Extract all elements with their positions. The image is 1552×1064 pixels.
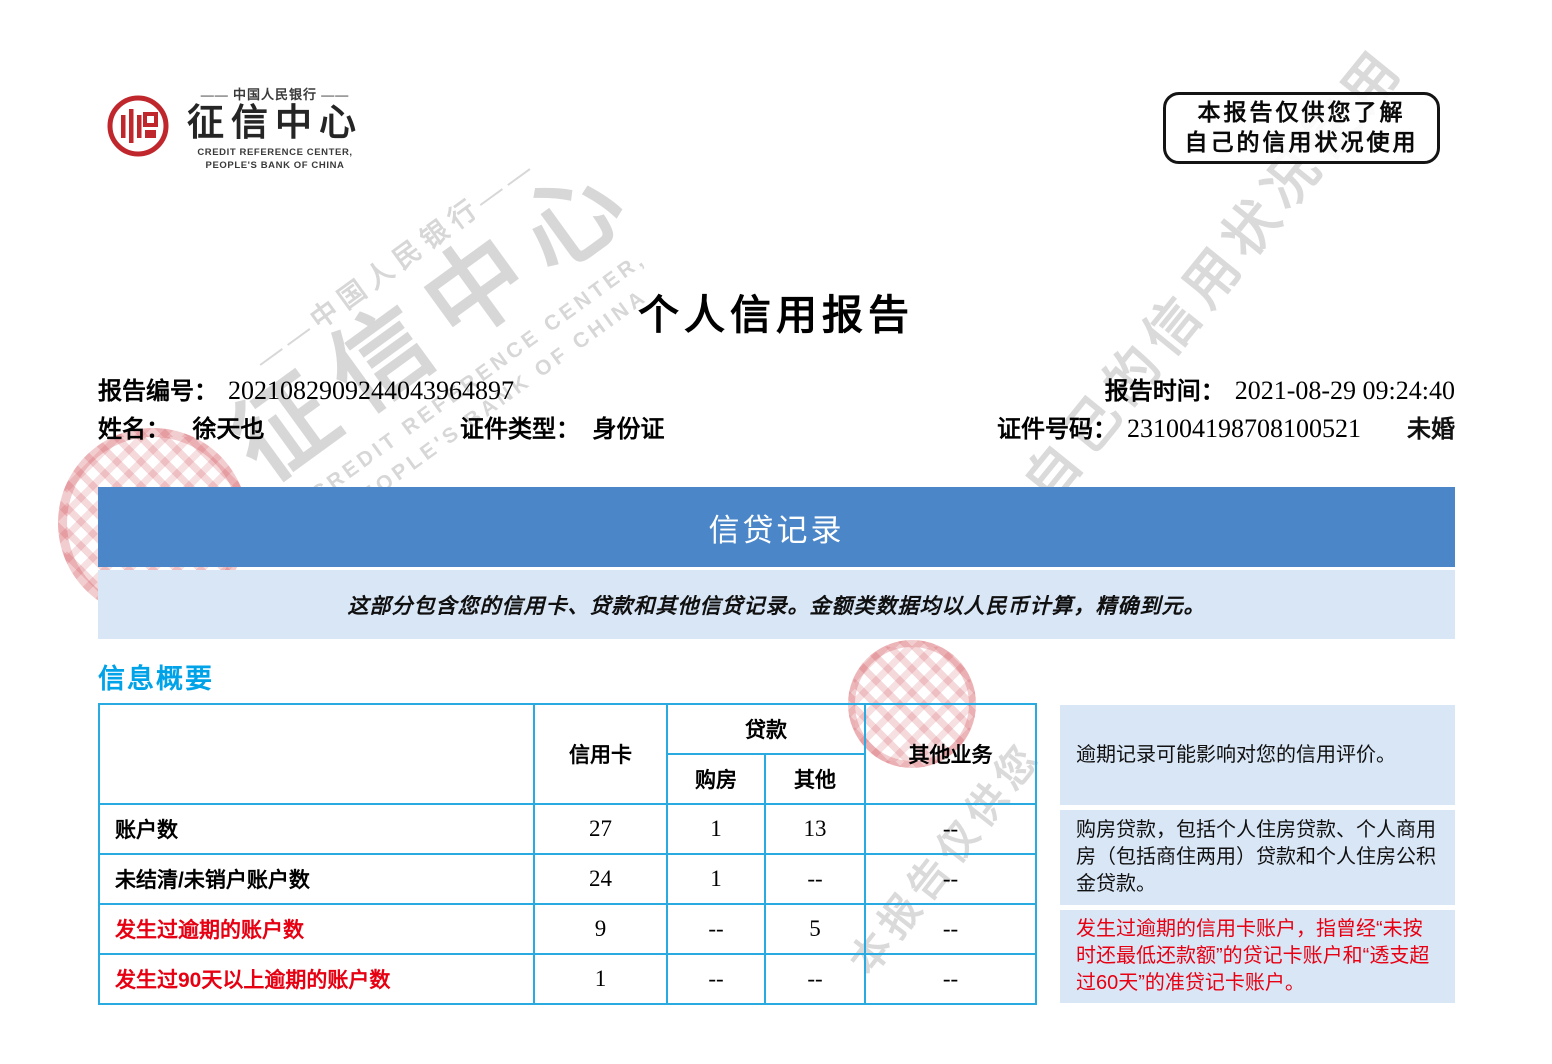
- header-loan-other: 其他: [764, 753, 866, 805]
- cell-value: --: [864, 903, 1037, 955]
- report-time-value: 2021-08-29 09:24:40: [1234, 376, 1455, 405]
- side-note-text: 购房贷款，包括个人住房贷款、个人商用房（包括商住两用）贷款和个人住房公积金贷款。: [1076, 819, 1436, 895]
- side-note-house-loan: 购房贷款，包括个人住房贷款、个人商用房（包括商住两用）贷款和个人住房公积金贷款。: [1060, 810, 1455, 905]
- org-logo: —— 中国人民银行 —— 征信中心 CREDIT REFERENCE CENTE…: [106, 84, 368, 172]
- cell-value: --: [666, 903, 766, 955]
- marital-status: 未婚: [1407, 416, 1455, 443]
- logo-center-name: 征信中心: [187, 103, 363, 144]
- id-number: 证件号码： 231004198708100521 未婚: [997, 409, 1455, 444]
- side-note-text: 逾期记录可能影响对您的信用评价。: [1076, 743, 1396, 766]
- cell-value: 5: [764, 903, 866, 955]
- page-title: 个人信用报告: [638, 292, 914, 338]
- id-type: 证件类型： 身份证: [460, 409, 997, 444]
- summary-heading: 信息概要: [98, 664, 214, 694]
- table-row: 账户数 27 1 13 --: [98, 803, 1037, 855]
- row-label-unsettled: 未结清/未销户账户数: [98, 853, 535, 905]
- id-type-value: 身份证: [592, 416, 665, 443]
- section-banner-title: 信贷记录: [708, 512, 845, 548]
- report-number-value: 2021082909244043964897: [228, 376, 514, 405]
- usage-notice-line2: 自己的信用状况使用: [1184, 130, 1419, 155]
- header-other-business: 其他业务: [864, 703, 1037, 805]
- logo-english-line1: CREDIT REFERENCE CENTER,: [197, 146, 353, 158]
- header-credit-card: 信用卡: [533, 703, 668, 805]
- id-number-value: 231004198708100521: [1127, 414, 1361, 443]
- header-loan-house: 购房: [666, 753, 766, 805]
- name-value: 徐天也: [192, 416, 265, 443]
- cell-value: 24: [533, 853, 668, 905]
- logo-bank-name: —— 中国人民银行 ——: [200, 87, 350, 102]
- report-number: 报告编号： 2021082909244043964897: [98, 371, 514, 406]
- id-type-label: 证件类型：: [460, 416, 580, 443]
- cell-value: 1: [666, 803, 766, 855]
- header-empty-cell: [98, 703, 535, 805]
- table-row: 发生过90天以上逾期的账户数 1 -- -- --: [98, 953, 1037, 1005]
- cell-value: --: [864, 953, 1037, 1005]
- report-number-label: 报告编号：: [98, 378, 218, 405]
- logo-english-line2: PEOPLE'S BANK OF CHINA: [205, 159, 345, 171]
- name-label: 姓名：: [98, 416, 170, 443]
- cell-value: --: [764, 853, 866, 905]
- report-time-label: 报告时间：: [1104, 378, 1225, 405]
- cell-value: 1: [666, 853, 766, 905]
- cell-value: 9: [533, 903, 668, 955]
- section-banner-credit-records: 信贷记录: [98, 487, 1455, 567]
- side-note-text: 发生过逾期的信用卡账户，指曾经“未按时还最低还款额”的贷记卡账户和“透支超过60…: [1076, 918, 1430, 994]
- usage-notice-line1: 本报告仅供您了解: [1197, 99, 1406, 125]
- cell-value: --: [764, 953, 866, 1005]
- report-meta-row-1: 报告编号： 2021082909244043964897 报告时间： 2021-08…: [98, 371, 1455, 406]
- cell-value: --: [864, 803, 1037, 855]
- row-label-overdue: 发生过逾期的账户数: [98, 903, 535, 955]
- section-description-text: 这部分包含您的信用卡、贷款和其他信贷记录。金额类数据均以人民币计算，精确到元。: [347, 594, 1206, 618]
- usage-notice-box: 本报告仅供您了解 自己的信用状况使用: [1163, 92, 1440, 164]
- cell-value: 13: [764, 803, 866, 855]
- section-description-band: 这部分包含您的信用卡、贷款和其他信贷记录。金额类数据均以人民币计算，精确到元。: [98, 570, 1455, 639]
- side-note-overdue-definition: 发生过逾期的信用卡账户，指曾经“未按时还最低还款额”的贷记卡账户和“透支超过60…: [1060, 910, 1455, 1003]
- report-meta-row-2: 姓名： 徐天也 证件类型： 身份证 证件号码： 23100419870810052…: [98, 409, 1455, 444]
- credit-center-seal-icon: [106, 94, 170, 163]
- cell-value: --: [864, 853, 1037, 905]
- report-time: 报告时间： 2021-08-29 09:24:40: [1105, 371, 1455, 406]
- cell-value: --: [666, 953, 766, 1005]
- table-header-row-2: 购房 其他: [99, 753, 1036, 805]
- id-number-label: 证件号码：: [997, 416, 1117, 443]
- table-row: 发生过逾期的账户数 9 -- 5 --: [98, 903, 1037, 955]
- cell-value: 1: [533, 953, 668, 1005]
- side-note-overdue-impact: 逾期记录可能影响对您的信用评价。: [1060, 705, 1455, 805]
- table-header-row-1: 信用卡 贷款 其他业务: [98, 703, 1037, 805]
- table-row: 未结清/未销户账户数 24 1 -- --: [98, 853, 1037, 905]
- cell-value: 27: [533, 803, 668, 855]
- summary-table: 信用卡 贷款 其他业务 购房 其他 账户数 27 1 13 -- 未结清/未销户…: [98, 703, 1037, 1005]
- header-loan: 贷款: [666, 703, 866, 755]
- person-name: 姓名： 徐天也: [98, 409, 460, 444]
- row-label-accounts: 账户数: [98, 803, 535, 855]
- row-label-overdue-90d: 发生过90天以上逾期的账户数: [98, 953, 535, 1005]
